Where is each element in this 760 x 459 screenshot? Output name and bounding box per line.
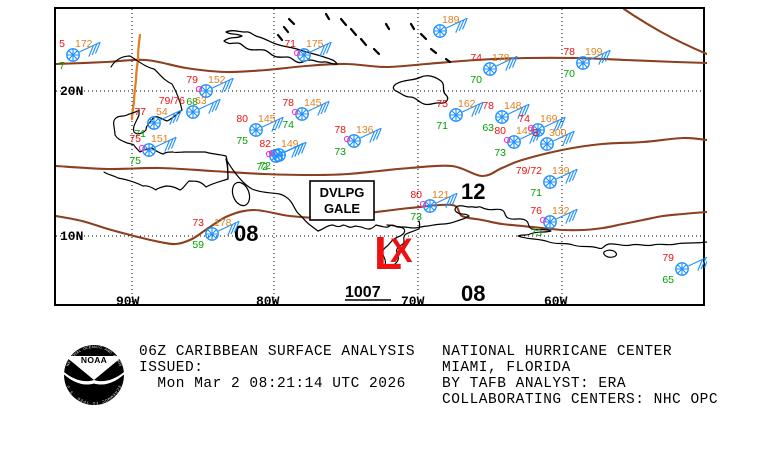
svg-text:75: 75 [236,135,248,147]
svg-text:136: 136 [356,124,374,136]
svg-text:79: 79 [186,74,198,86]
svg-text:79: 79 [662,252,674,264]
svg-text:63: 63 [195,95,207,107]
svg-text:63: 63 [482,122,494,134]
svg-text:71: 71 [530,187,542,199]
svg-text:199: 199 [585,46,603,58]
svg-text:78: 78 [334,124,346,136]
svg-text:178: 178 [214,217,232,229]
svg-text:145: 145 [258,113,276,125]
svg-text:54: 54 [156,106,168,118]
svg-text:73: 73 [494,147,506,159]
svg-text:74: 74 [518,113,530,125]
svg-text:70: 70 [563,68,575,80]
svg-text:82: 82 [259,138,271,150]
svg-text:71: 71 [436,120,448,132]
svg-text:GALE: GALE [324,201,360,216]
svg-text:72: 72 [256,161,268,173]
svg-text:80: 80 [236,113,248,125]
svg-text:76: 76 [530,205,542,217]
svg-text:12: 12 [461,179,485,204]
svg-text:NOAA: NOAA [81,355,107,365]
svg-text:162: 162 [458,98,476,110]
svg-text:78: 78 [282,97,294,109]
svg-text:08: 08 [461,281,485,306]
svg-text:O: O [92,401,95,405]
svg-text:73: 73 [192,217,204,229]
svg-text:DVLPG: DVLPG [320,185,365,200]
svg-text:79/72: 79/72 [516,165,542,177]
svg-text:73: 73 [334,146,346,158]
svg-text:121: 121 [432,189,450,201]
svg-text:74: 74 [470,52,482,64]
svg-text:139: 139 [552,165,570,177]
svg-text:300: 300 [549,127,567,139]
svg-text:S: S [532,127,539,139]
svg-text:70: 70 [470,74,482,86]
svg-text:71: 71 [284,38,296,50]
svg-text:73: 73 [530,227,542,239]
svg-text:5: 5 [59,38,65,50]
svg-text:77: 77 [134,106,146,118]
svg-text:175: 175 [306,38,324,50]
svg-text:75: 75 [129,155,141,167]
svg-text:132: 132 [552,205,570,217]
svg-text:145: 145 [304,97,322,109]
svg-text:75: 75 [436,98,448,110]
svg-text:75: 75 [129,133,141,145]
svg-text:73: 73 [410,211,422,223]
svg-text:74: 74 [282,119,294,131]
svg-text:178: 178 [492,52,510,64]
svg-text:1007: 1007 [345,284,381,301]
svg-text:80: 80 [494,125,506,137]
svg-text:78: 78 [482,100,494,112]
svg-text:78: 78 [563,46,575,58]
svg-text:65: 65 [662,274,674,286]
svg-text:172: 172 [75,38,93,50]
svg-text:X: X [390,232,413,270]
svg-text:152: 152 [208,74,226,86]
svg-text:80: 80 [410,189,422,201]
svg-text:59: 59 [192,239,204,251]
svg-text:148: 148 [504,100,522,112]
svg-text:151: 151 [151,133,169,145]
svg-text:F: F [96,401,99,405]
svg-text:169: 169 [540,113,558,125]
svg-text:189: 189 [442,14,460,26]
svg-text:7: 7 [59,60,65,72]
